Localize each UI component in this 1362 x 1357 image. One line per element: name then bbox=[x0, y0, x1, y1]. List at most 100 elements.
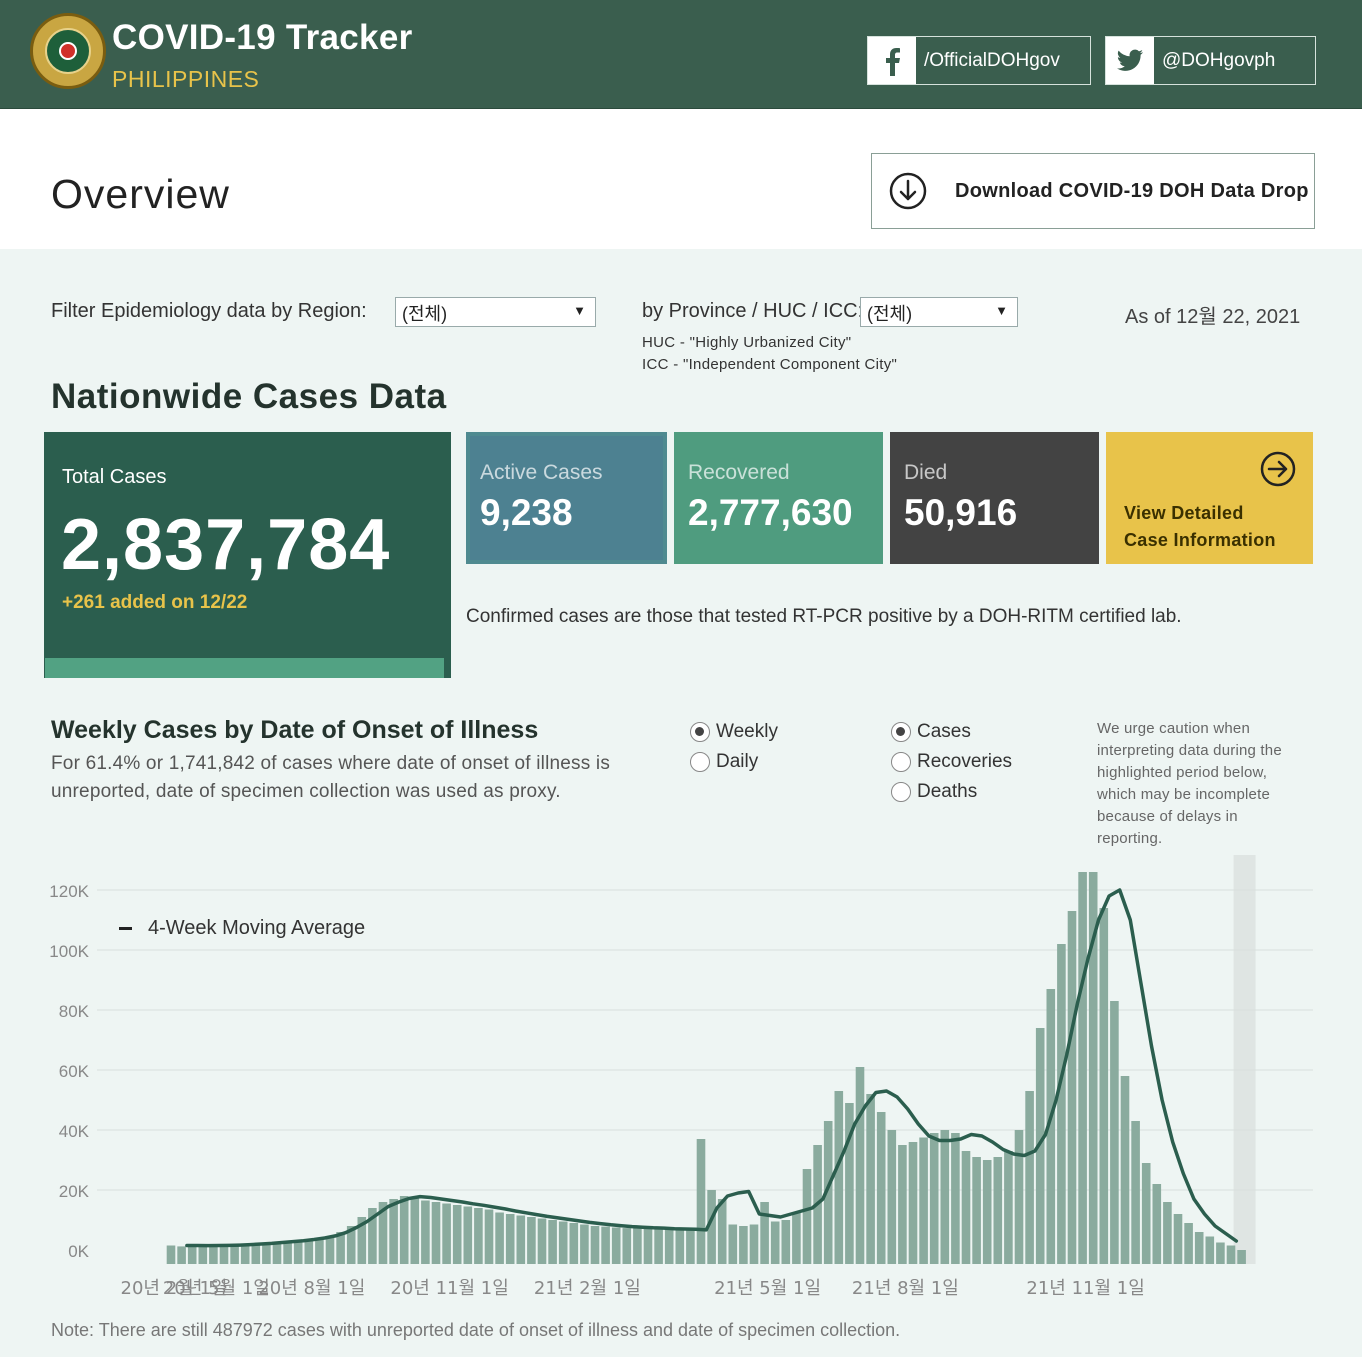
bar bbox=[823, 1121, 833, 1264]
total-cases-card: Total Cases 2,837,784 +261 added on 12/2… bbox=[44, 432, 451, 678]
bar bbox=[845, 1103, 854, 1264]
province-select[interactable]: (전체) ▼ bbox=[860, 297, 1018, 327]
radio-daily[interactable]: Daily bbox=[690, 751, 758, 773]
radio-unselected-icon bbox=[891, 782, 911, 802]
download-label: Download COVID-19 DOH Data Drop bbox=[955, 179, 1309, 202]
died-label: Died bbox=[904, 461, 948, 484]
bar bbox=[834, 1091, 844, 1264]
weekly-chart-title: Weekly Cases by Date of Onset of Illness bbox=[51, 716, 539, 744]
bar bbox=[209, 1245, 218, 1264]
caution-line: reporting. bbox=[1097, 830, 1163, 847]
bar bbox=[696, 1139, 706, 1264]
bar bbox=[230, 1244, 239, 1264]
bar bbox=[866, 1094, 875, 1264]
bar bbox=[887, 1130, 897, 1264]
bar bbox=[452, 1205, 462, 1264]
bar bbox=[251, 1244, 261, 1264]
bar bbox=[664, 1229, 674, 1264]
bar bbox=[898, 1145, 907, 1264]
radio-unselected-icon bbox=[690, 752, 710, 772]
desc-line: unreported, date of specimen collection … bbox=[51, 781, 561, 802]
bar bbox=[166, 1245, 176, 1264]
download-data-drop-button[interactable]: Download COVID-19 DOH Data Drop bbox=[871, 153, 1315, 229]
bar bbox=[272, 1242, 282, 1264]
died-card[interactable]: Died 50,916 bbox=[890, 432, 1099, 564]
bar bbox=[187, 1246, 197, 1264]
bar bbox=[654, 1229, 663, 1264]
radio-weekly[interactable]: Weekly bbox=[690, 721, 778, 743]
bar bbox=[1226, 1245, 1236, 1264]
confirmed-cases-note: Confirmed cases are those that tested RT… bbox=[466, 606, 1182, 627]
view-detailed-button[interactable]: View Detailed Case Information bbox=[1106, 432, 1313, 564]
app-title: COVID-19 Tracker bbox=[112, 18, 413, 57]
bar bbox=[961, 1151, 971, 1264]
province-select-value: (전체) bbox=[867, 304, 913, 324]
facebook-handle: /OfficialDOHgov bbox=[924, 49, 1060, 71]
active-cases-card[interactable]: Active Cases 9,238 bbox=[466, 432, 667, 564]
bar bbox=[1035, 1028, 1045, 1264]
bar bbox=[643, 1228, 653, 1264]
twitter-handle: @DOHgovph bbox=[1162, 49, 1276, 71]
y-tick-label: 20K bbox=[59, 1182, 90, 1201]
y-tick-label: 100K bbox=[49, 942, 89, 961]
recovered-card[interactable]: Recovered 2,777,630 bbox=[674, 432, 883, 564]
x-tick-label: 20년 2월 1일 bbox=[121, 1278, 228, 1299]
bar bbox=[1078, 872, 1087, 1264]
bar bbox=[1120, 1076, 1130, 1264]
x-tick-label: 20년 5월 1일 bbox=[163, 1278, 270, 1299]
bar bbox=[982, 1160, 992, 1264]
bar bbox=[1088, 872, 1098, 1264]
bar bbox=[590, 1226, 600, 1264]
bar bbox=[421, 1200, 430, 1264]
bar bbox=[929, 1133, 939, 1264]
twitter-icon bbox=[1106, 37, 1154, 84]
bar bbox=[707, 1190, 716, 1264]
recovered-value: 2,777,630 bbox=[688, 492, 853, 533]
bar bbox=[548, 1220, 557, 1264]
bar bbox=[240, 1244, 250, 1264]
radio-cases[interactable]: Cases bbox=[891, 721, 971, 743]
bar bbox=[1057, 944, 1066, 1264]
twitter-link[interactable]: @DOHgovph bbox=[1105, 36, 1316, 85]
radio-label: Deaths bbox=[917, 781, 978, 802]
facebook-link[interactable]: /OfficialDOHgov bbox=[867, 36, 1091, 85]
bar bbox=[198, 1245, 208, 1264]
radio-label: Recoveries bbox=[917, 751, 1013, 772]
bar bbox=[410, 1197, 420, 1264]
bar bbox=[558, 1221, 568, 1264]
x-tick-label: 21년 8월 1일 bbox=[852, 1278, 959, 1299]
bar bbox=[749, 1224, 759, 1264]
radio-deaths[interactable]: Deaths bbox=[891, 781, 977, 803]
region-select-value: (전체) bbox=[402, 304, 448, 324]
bar bbox=[919, 1137, 928, 1264]
bar bbox=[601, 1226, 610, 1264]
bar bbox=[1237, 1250, 1246, 1264]
bar bbox=[1004, 1151, 1013, 1264]
region-select[interactable]: (전체) ▼ bbox=[395, 297, 596, 327]
bar bbox=[537, 1218, 547, 1264]
bar bbox=[177, 1246, 186, 1264]
added-cases-note: +261 added on 12/22 bbox=[62, 592, 248, 613]
legend-label: 4-Week Moving Average bbox=[148, 917, 366, 939]
legend-swatch bbox=[119, 927, 132, 930]
bar bbox=[580, 1224, 589, 1264]
bar bbox=[1184, 1223, 1193, 1264]
bar bbox=[908, 1142, 918, 1264]
caution-line: interpreting data during the bbox=[1097, 742, 1282, 759]
bar bbox=[876, 1112, 886, 1264]
radio-unselected-icon bbox=[891, 752, 911, 772]
bar bbox=[728, 1224, 738, 1264]
incomplete-period-band bbox=[1233, 855, 1256, 1264]
bar bbox=[463, 1206, 473, 1264]
bar bbox=[527, 1217, 536, 1264]
moving-average-line bbox=[185, 888, 1239, 1248]
bar bbox=[325, 1236, 335, 1264]
bar bbox=[1046, 989, 1056, 1264]
radio-selected-icon bbox=[891, 722, 911, 742]
bar bbox=[378, 1202, 388, 1264]
bar bbox=[1099, 908, 1109, 1264]
active-cases-label: Active Cases bbox=[480, 461, 603, 484]
bar bbox=[792, 1212, 801, 1264]
radio-recoveries[interactable]: Recoveries bbox=[891, 751, 1012, 773]
